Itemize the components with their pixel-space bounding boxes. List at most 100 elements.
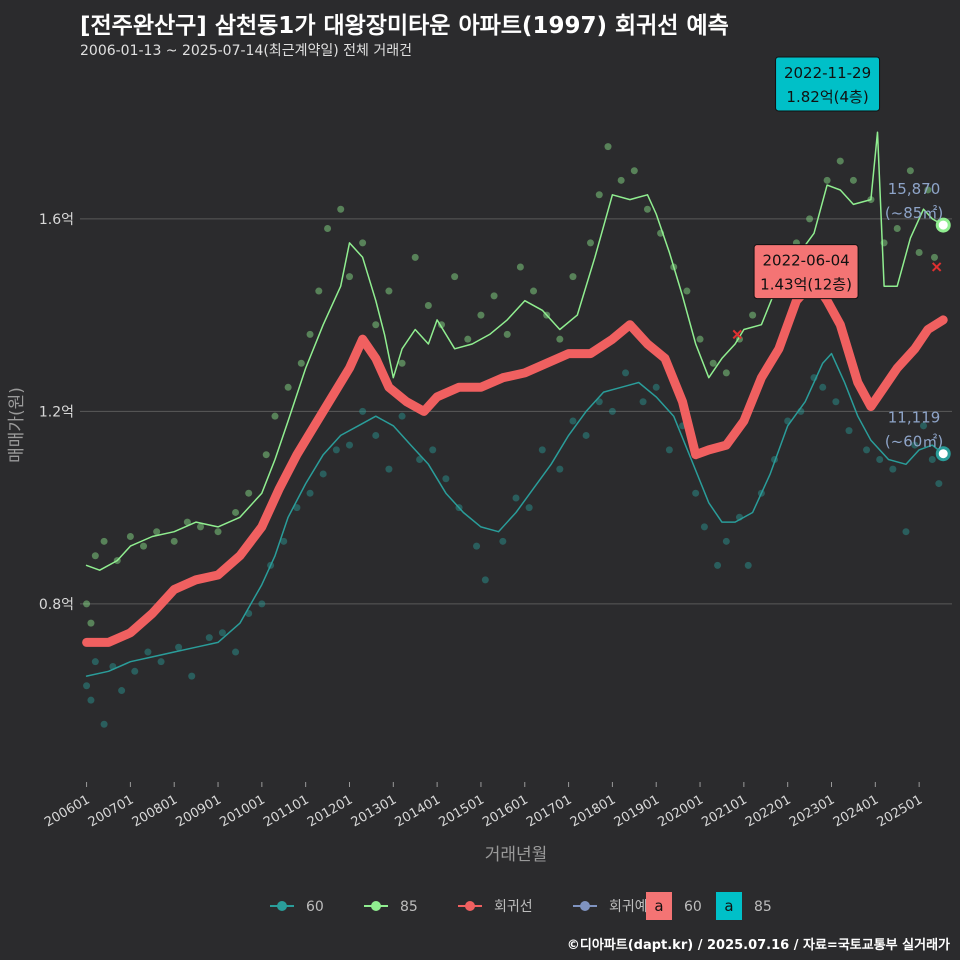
x-tick-label: 202001: [656, 792, 706, 830]
scatter-point-85: [643, 205, 651, 213]
scatter-point-85: [297, 359, 305, 367]
scatter-point-85: [849, 176, 857, 184]
legend-label: 회귀선: [494, 899, 533, 915]
scatter-point-60: [665, 446, 673, 454]
scatter-point-60: [608, 407, 616, 415]
legend-box-label: 60: [684, 899, 702, 915]
scatter-point-60: [372, 431, 380, 439]
end-marker-85: [935, 217, 951, 233]
scatter-point-60: [442, 475, 450, 483]
scatter-point-60: [157, 658, 165, 666]
legend-box-glyph: a: [724, 897, 733, 915]
scatter-point-85: [503, 330, 511, 338]
scatter-point-85: [569, 273, 577, 281]
scatter-point-60: [131, 667, 139, 675]
legend-box: [646, 892, 672, 920]
scatter-point-85: [262, 451, 270, 459]
x-tick-label: 202101: [699, 792, 749, 830]
annotation-value: 1.82억(4층): [786, 88, 868, 106]
x-tick-label: 201201: [305, 792, 355, 830]
x-tick-label: 201901: [612, 792, 662, 830]
scatter-point-85: [630, 167, 638, 175]
scatter-point-85: [930, 253, 938, 261]
scatter-point-60: [582, 431, 590, 439]
scatter-point-85: [385, 287, 393, 295]
scatter-point-85: [424, 301, 432, 309]
scatter-point-85: [284, 383, 292, 391]
scatter-point-60: [652, 383, 660, 391]
scatter-point-60: [832, 398, 840, 406]
series-line-85: [85, 131, 944, 571]
y-tick-label: 1.2억: [39, 404, 74, 420]
x-tick-label: 201001: [217, 792, 267, 830]
scatter-point-60: [306, 489, 314, 497]
x-tick-label: 201701: [524, 792, 574, 830]
scatter-point-60: [744, 561, 752, 569]
scatter-point-60: [429, 446, 437, 454]
scatter-point-85: [451, 273, 459, 281]
end-label-size: (~60㎡): [885, 433, 943, 451]
scatter-point-60: [345, 441, 353, 449]
legend-box-label: 85: [754, 899, 772, 915]
scatter-point-85: [345, 273, 353, 281]
scatter-point-60: [118, 687, 126, 695]
scatter-point-60: [416, 456, 424, 464]
scatter-point-60: [144, 648, 152, 656]
scatter-point-85: [604, 143, 612, 151]
scatter-point-85: [595, 191, 603, 199]
scatter-point-85: [126, 533, 134, 541]
scatter-point-60: [175, 643, 183, 651]
annotation-date: 2022-06-04: [762, 252, 849, 270]
x-tick-label: 200801: [130, 792, 180, 830]
scatter-point-85: [709, 359, 717, 367]
scatter-point-85: [83, 600, 91, 608]
scatter-point-85: [617, 176, 625, 184]
annotation-date: 2022-11-29: [784, 64, 871, 82]
x-tick-label: 201101: [261, 792, 311, 830]
legend-key-dot: [371, 901, 381, 911]
scatter-point-60: [714, 561, 722, 569]
scatter-point-60: [525, 504, 533, 512]
scatter-point-60: [398, 412, 406, 420]
scatter-point-60: [889, 465, 897, 473]
y-tick-label: 1.6억: [39, 212, 74, 228]
scatter-point-60: [863, 446, 871, 454]
scatter-point-60: [100, 720, 108, 728]
end-label-value: 15,870: [888, 180, 941, 198]
scatter-point-85: [372, 321, 380, 329]
scatter-point-85: [806, 215, 814, 223]
scatter-point-60: [920, 422, 928, 430]
scatter-point-60: [902, 528, 910, 536]
scatter-point-85: [586, 239, 594, 247]
scatter-point-60: [538, 446, 546, 454]
scatter-point-60: [622, 369, 630, 377]
scatter-point-85: [924, 186, 932, 194]
scatter-point-85: [477, 311, 485, 319]
scatter-point-85: [197, 523, 205, 531]
scatter-point-85: [556, 335, 564, 343]
scatter-point-60: [280, 537, 288, 545]
chart-subtitle: 2006-01-13 ~ 2025-07-14(최근계약일) 전체 거래건: [80, 43, 412, 59]
legend-label: 60: [306, 899, 324, 915]
scatter-point-60: [556, 465, 564, 473]
scatter-point-60: [595, 398, 603, 406]
legend-key-dot: [580, 901, 590, 911]
scatter-point-60: [935, 480, 943, 488]
scatter-point-85: [306, 330, 314, 338]
end-label-size: (~85㎡): [885, 204, 943, 222]
scatter-point-85: [245, 489, 253, 497]
scatter-point-85: [214, 528, 222, 536]
scatter-point-85: [170, 537, 178, 545]
scatter-point-85: [315, 287, 323, 295]
scatter-point-85: [915, 249, 923, 257]
scatter-point-85: [490, 292, 498, 300]
x-tick-label: 202401: [831, 792, 881, 830]
scatter-point-60: [91, 658, 99, 666]
scatter-point-85: [359, 239, 367, 247]
scatter-point-85: [464, 335, 472, 343]
scatter-point-60: [928, 456, 936, 464]
x-tick-label: 201801: [568, 792, 618, 830]
x-tick-label: 201401: [393, 792, 443, 830]
x-tick-label: 202501: [875, 792, 925, 830]
scatter-point-85: [337, 205, 345, 213]
